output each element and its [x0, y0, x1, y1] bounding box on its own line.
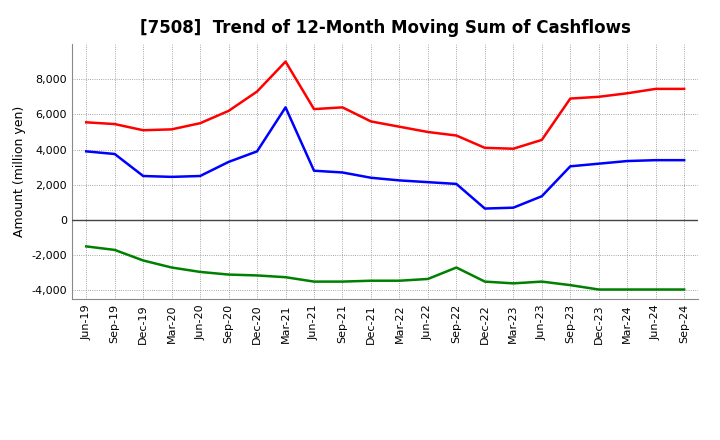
Free Cashflow	[338, 170, 347, 175]
Operating Cashflow	[423, 129, 432, 135]
Operating Cashflow	[395, 124, 404, 129]
Free Cashflow	[652, 158, 660, 163]
Operating Cashflow	[139, 128, 148, 133]
Operating Cashflow	[566, 96, 575, 101]
Investing Cashflow	[537, 279, 546, 284]
Operating Cashflow	[282, 59, 290, 64]
Operating Cashflow	[167, 127, 176, 132]
Free Cashflow	[196, 173, 204, 179]
Investing Cashflow	[82, 244, 91, 249]
Operating Cashflow	[338, 105, 347, 110]
Operating Cashflow	[310, 106, 318, 112]
Investing Cashflow	[253, 273, 261, 278]
Operating Cashflow	[480, 145, 489, 150]
Investing Cashflow	[139, 258, 148, 263]
Investing Cashflow	[623, 287, 631, 292]
Investing Cashflow	[225, 272, 233, 277]
Free Cashflow	[623, 158, 631, 164]
Operating Cashflow	[595, 94, 603, 99]
Free Cashflow	[452, 181, 461, 187]
Free Cashflow	[566, 164, 575, 169]
Operating Cashflow	[225, 108, 233, 114]
Free Cashflow	[82, 149, 91, 154]
Investing Cashflow	[110, 247, 119, 253]
Free Cashflow	[253, 149, 261, 154]
Operating Cashflow	[509, 146, 518, 151]
Investing Cashflow	[395, 278, 404, 283]
Title: [7508]  Trend of 12-Month Moving Sum of Cashflows: [7508] Trend of 12-Month Moving Sum of C…	[140, 19, 631, 37]
Free Cashflow	[395, 178, 404, 183]
Investing Cashflow	[366, 278, 375, 283]
Investing Cashflow	[652, 287, 660, 292]
Line: Investing Cashflow: Investing Cashflow	[86, 246, 684, 290]
Line: Free Cashflow: Free Cashflow	[86, 107, 684, 209]
Operating Cashflow	[82, 120, 91, 125]
Investing Cashflow	[282, 275, 290, 280]
Free Cashflow	[110, 151, 119, 157]
Investing Cashflow	[338, 279, 347, 284]
Investing Cashflow	[310, 279, 318, 284]
Investing Cashflow	[509, 281, 518, 286]
Operating Cashflow	[680, 86, 688, 92]
Operating Cashflow	[537, 137, 546, 143]
Free Cashflow	[537, 194, 546, 199]
Investing Cashflow	[452, 265, 461, 270]
Free Cashflow	[366, 175, 375, 180]
Free Cashflow	[225, 159, 233, 165]
Free Cashflow	[310, 168, 318, 173]
Operating Cashflow	[366, 119, 375, 124]
Operating Cashflow	[110, 121, 119, 127]
Free Cashflow	[167, 174, 176, 180]
Investing Cashflow	[167, 265, 176, 270]
Free Cashflow	[139, 173, 148, 179]
Operating Cashflow	[623, 91, 631, 96]
Free Cashflow	[282, 105, 290, 110]
Investing Cashflow	[196, 269, 204, 275]
Investing Cashflow	[566, 282, 575, 288]
Investing Cashflow	[480, 279, 489, 284]
Free Cashflow	[595, 161, 603, 166]
Investing Cashflow	[595, 287, 603, 292]
Y-axis label: Amount (million yen): Amount (million yen)	[13, 106, 26, 237]
Line: Operating Cashflow: Operating Cashflow	[86, 62, 684, 149]
Free Cashflow	[480, 206, 489, 211]
Operating Cashflow	[253, 89, 261, 94]
Operating Cashflow	[452, 133, 461, 138]
Operating Cashflow	[652, 86, 660, 92]
Free Cashflow	[509, 205, 518, 210]
Free Cashflow	[423, 180, 432, 185]
Investing Cashflow	[680, 287, 688, 292]
Free Cashflow	[680, 158, 688, 163]
Operating Cashflow	[196, 121, 204, 126]
Investing Cashflow	[423, 276, 432, 282]
